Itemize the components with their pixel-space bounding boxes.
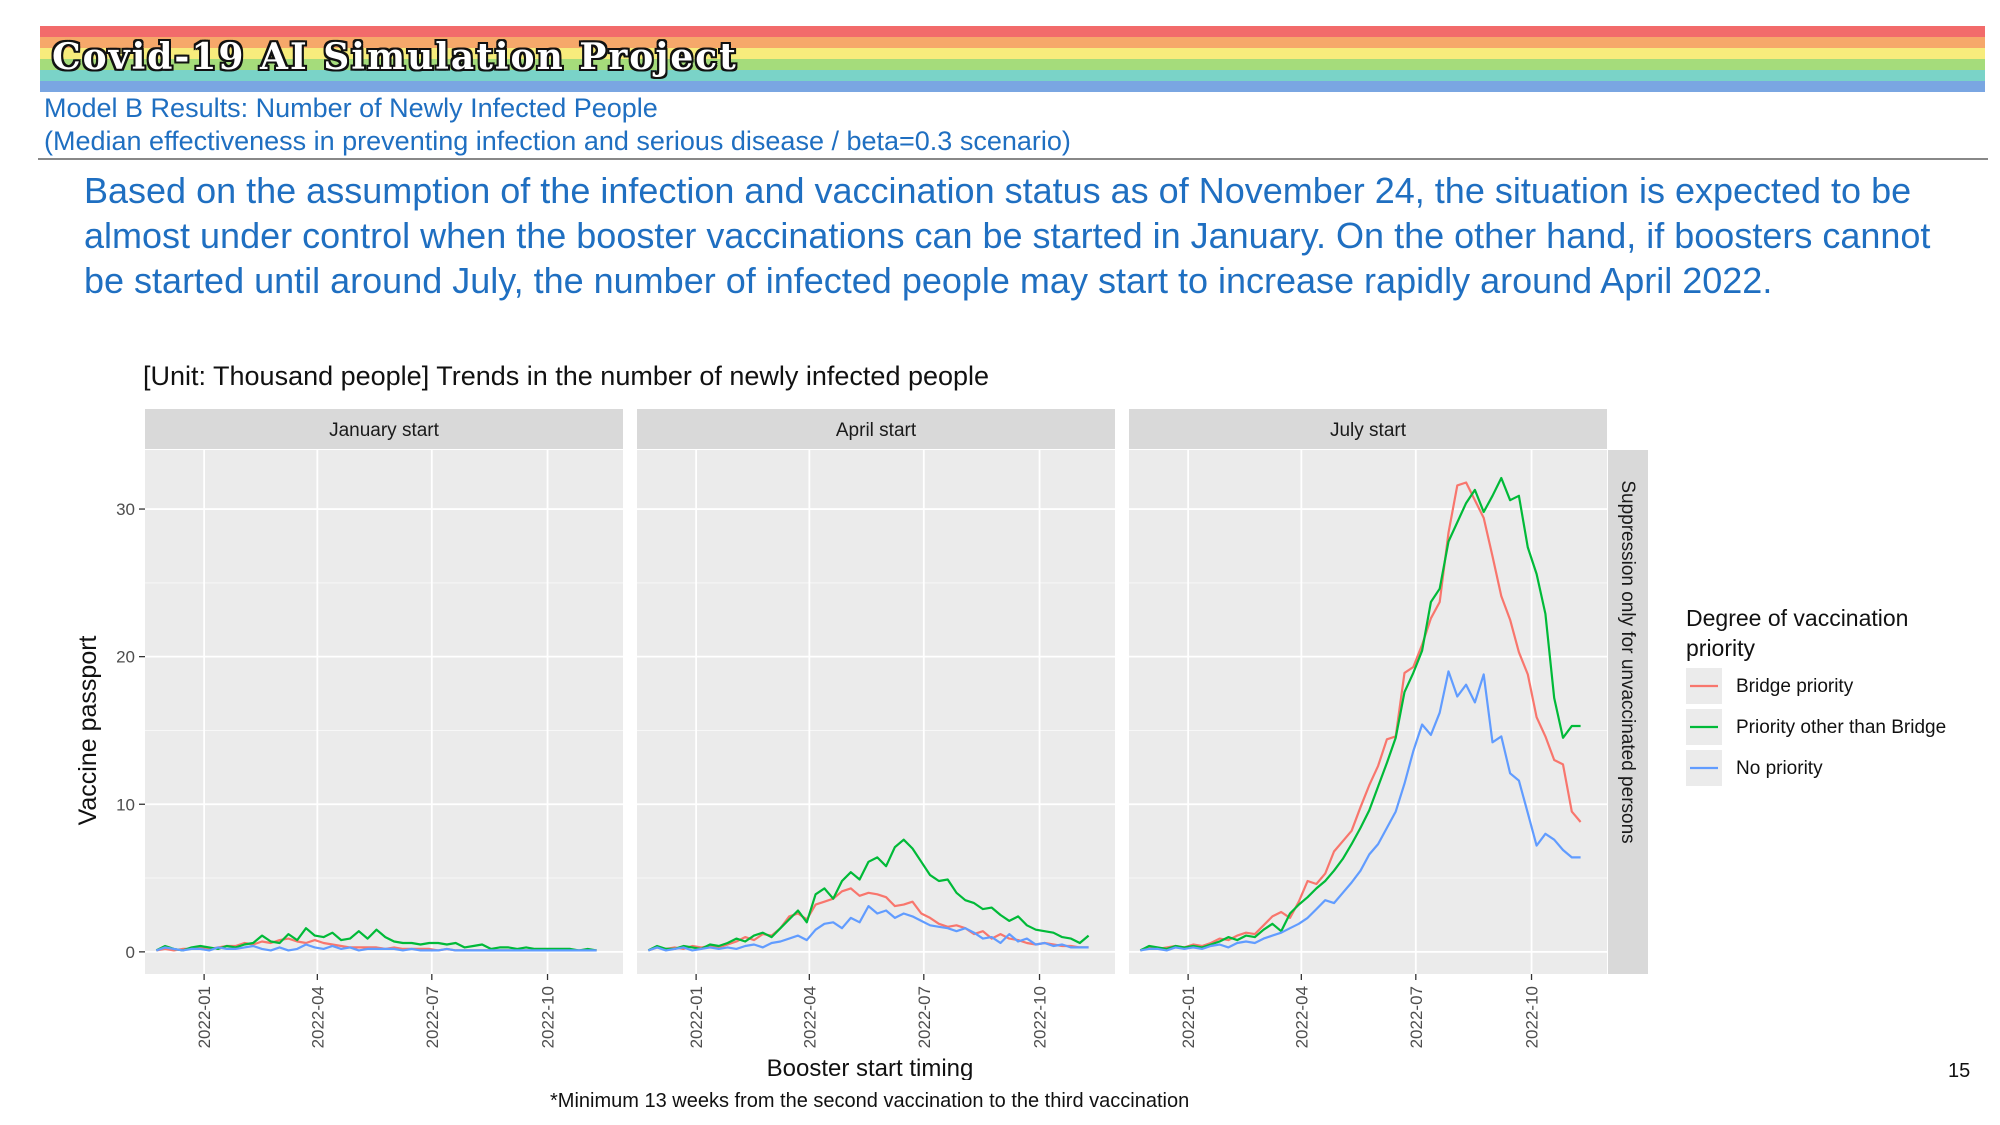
rainbow-stripe <box>40 81 1985 92</box>
x-tick-label: 2022-10 <box>539 986 558 1048</box>
x-tick-label: 2022-07 <box>423 986 442 1048</box>
x-tick-label: 2022-07 <box>1407 986 1426 1048</box>
x-tick-label: 2022-10 <box>1031 986 1050 1048</box>
x-tick-label: 2022-01 <box>1179 986 1198 1048</box>
legend-title: Degree of vaccination <box>1686 605 1908 631</box>
rainbow-banner <box>40 26 1985 92</box>
legend-label: Priority other than Bridge <box>1736 717 1946 738</box>
plot-background <box>145 450 623 974</box>
facet-panel: April start 2022-01 2022-04 2022-07 2022-10 <box>637 409 1115 1048</box>
x-tick-label: 2022-01 <box>687 986 706 1048</box>
banner-title: Covid-19 AI Simulation Project <box>52 36 738 78</box>
y-tick-label: 30 <box>116 500 135 519</box>
x-tick-label: 2022-04 <box>800 986 819 1048</box>
x-tick-label: 2022-10 <box>1523 986 1542 1048</box>
rainbow-stripe <box>40 26 1985 37</box>
rainbow-stripe <box>40 37 1985 48</box>
chart-title: [Unit: Thousand people] Trends in the nu… <box>143 361 990 391</box>
facet-strip-label: January start <box>329 420 440 441</box>
facet-strip <box>1129 409 1607 449</box>
facet-panel: July start 2022-01 2022-04 2022-07 2022-10 <box>1129 409 1607 1048</box>
x-axis-title: Booster start timing <box>767 1055 974 1080</box>
y-tick-label: 20 <box>116 648 135 667</box>
series-line <box>647 838 1090 952</box>
legend-title: priority <box>1686 635 1756 661</box>
series-line <box>1139 476 1581 952</box>
rainbow-stripe <box>40 48 1985 59</box>
plot-background <box>637 450 1115 974</box>
legend-label: Bridge priority <box>1736 676 1854 697</box>
plot-background <box>1129 450 1607 974</box>
series-line <box>1140 670 1581 952</box>
intro-paragraph: Based on the assumption of the infection… <box>84 170 1931 301</box>
legend: Degree of vaccination priority Bridge prio… <box>1686 605 1946 786</box>
y-tick-label: 10 <box>116 795 135 814</box>
x-tick-label: 2022-07 <box>915 986 934 1048</box>
footnote: *Minimum 13 weeks from the second vaccin… <box>550 1090 1190 1112</box>
facet-strip-right-label: Suppression only for unvaccinated person… <box>1617 480 1638 843</box>
facet-strip-right <box>1608 450 1648 974</box>
x-tick-label: 2022-01 <box>195 986 214 1048</box>
rainbow-stripe <box>40 59 1985 70</box>
y-tick-label: 0 <box>126 943 135 962</box>
x-tick-label: 2022-04 <box>1292 986 1311 1048</box>
facet-panel: January start 2022-01 2022-04 2022-07 2022-1… <box>145 409 623 1048</box>
page-number: 15 <box>1948 1060 1971 1082</box>
series-line <box>155 927 597 952</box>
facet-strip <box>145 409 623 449</box>
subtitle-line-1: Model B Results: Number of Newly Infecte… <box>44 93 658 123</box>
series-line <box>1139 481 1582 952</box>
series-line <box>647 905 1089 952</box>
series-line <box>155 943 597 952</box>
legend-label: No priority <box>1736 758 1823 779</box>
facet-strip <box>637 409 1115 449</box>
facet-strip-label: July start <box>1330 420 1407 441</box>
subtitle-line-2: (Median effectiveness in preventing infe… <box>44 126 1071 156</box>
header-divider <box>38 158 1988 160</box>
x-tick-label: 2022-04 <box>308 986 327 1048</box>
faceted-line-chart: 0 10 20 30 Vaccine passport January start 2022… <box>74 409 1946 1080</box>
rainbow-stripe <box>40 70 1985 81</box>
y-axis-title: Vaccine passport <box>74 635 102 825</box>
facet-strip-label: April start <box>836 420 917 441</box>
